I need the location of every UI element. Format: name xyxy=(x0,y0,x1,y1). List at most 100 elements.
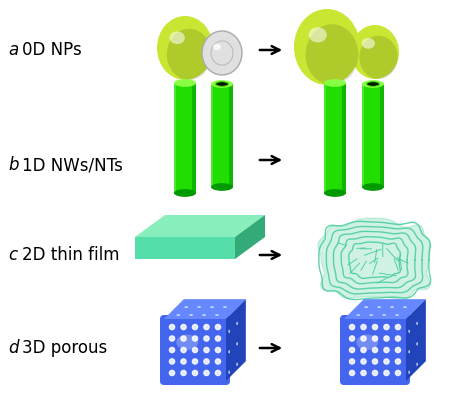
Ellipse shape xyxy=(210,306,214,308)
Circle shape xyxy=(395,359,401,364)
Circle shape xyxy=(384,348,389,353)
Circle shape xyxy=(204,370,209,375)
Polygon shape xyxy=(192,83,196,193)
Ellipse shape xyxy=(369,314,373,316)
Ellipse shape xyxy=(236,342,238,346)
Ellipse shape xyxy=(236,322,238,325)
Ellipse shape xyxy=(362,38,375,49)
Circle shape xyxy=(373,348,378,353)
Circle shape xyxy=(361,370,366,375)
Ellipse shape xyxy=(356,314,360,316)
Circle shape xyxy=(169,348,174,353)
Ellipse shape xyxy=(367,82,379,86)
Ellipse shape xyxy=(176,314,180,316)
Circle shape xyxy=(384,370,389,375)
Polygon shape xyxy=(324,83,326,193)
Text: d: d xyxy=(8,339,18,357)
Polygon shape xyxy=(226,299,246,381)
Circle shape xyxy=(181,359,186,364)
Circle shape xyxy=(373,370,378,375)
Polygon shape xyxy=(211,84,213,187)
Circle shape xyxy=(361,348,366,353)
Ellipse shape xyxy=(215,314,219,316)
Circle shape xyxy=(204,324,209,330)
Ellipse shape xyxy=(184,306,188,308)
Ellipse shape xyxy=(211,183,233,191)
Ellipse shape xyxy=(395,314,399,316)
Bar xyxy=(324,83,346,193)
Circle shape xyxy=(395,370,401,375)
Ellipse shape xyxy=(157,16,213,80)
Text: b: b xyxy=(8,156,18,174)
Polygon shape xyxy=(344,299,426,319)
Ellipse shape xyxy=(359,36,398,79)
Text: 0D NPs: 0D NPs xyxy=(22,41,82,59)
Ellipse shape xyxy=(228,350,230,353)
Ellipse shape xyxy=(408,370,410,374)
Circle shape xyxy=(215,336,220,341)
Polygon shape xyxy=(135,215,265,237)
Circle shape xyxy=(192,336,198,341)
Polygon shape xyxy=(380,84,384,187)
Circle shape xyxy=(215,324,220,330)
Circle shape xyxy=(181,348,186,353)
Ellipse shape xyxy=(377,306,381,308)
Ellipse shape xyxy=(211,80,233,88)
Ellipse shape xyxy=(236,362,238,366)
Circle shape xyxy=(169,359,174,364)
Polygon shape xyxy=(135,237,235,259)
Ellipse shape xyxy=(202,314,206,316)
Circle shape xyxy=(349,370,355,375)
Ellipse shape xyxy=(202,31,242,75)
Ellipse shape xyxy=(197,306,201,308)
Ellipse shape xyxy=(416,362,418,366)
Ellipse shape xyxy=(351,25,399,79)
Ellipse shape xyxy=(408,350,410,353)
Circle shape xyxy=(192,359,198,364)
Ellipse shape xyxy=(174,189,196,197)
Circle shape xyxy=(169,370,174,375)
Polygon shape xyxy=(362,84,365,187)
Circle shape xyxy=(349,348,355,353)
Circle shape xyxy=(349,336,355,341)
Polygon shape xyxy=(235,215,265,259)
Ellipse shape xyxy=(174,79,196,87)
Ellipse shape xyxy=(362,183,384,191)
Circle shape xyxy=(373,359,378,364)
Ellipse shape xyxy=(356,335,378,350)
Circle shape xyxy=(373,336,378,341)
Ellipse shape xyxy=(408,330,410,333)
Polygon shape xyxy=(229,84,233,187)
Ellipse shape xyxy=(324,189,346,197)
Circle shape xyxy=(181,336,186,341)
Circle shape xyxy=(215,370,220,375)
Circle shape xyxy=(204,348,209,353)
FancyBboxPatch shape xyxy=(340,315,410,385)
Ellipse shape xyxy=(213,44,221,50)
Polygon shape xyxy=(164,299,246,319)
Circle shape xyxy=(395,348,401,353)
Polygon shape xyxy=(318,218,431,300)
Bar xyxy=(211,84,233,187)
Ellipse shape xyxy=(309,27,327,43)
Circle shape xyxy=(192,348,198,353)
Circle shape xyxy=(349,359,355,364)
Circle shape xyxy=(395,324,401,330)
Circle shape xyxy=(384,336,389,341)
Ellipse shape xyxy=(189,314,193,316)
Circle shape xyxy=(181,324,186,330)
Ellipse shape xyxy=(170,32,185,44)
Circle shape xyxy=(384,324,389,330)
Circle shape xyxy=(215,359,220,364)
Ellipse shape xyxy=(228,330,230,333)
Circle shape xyxy=(204,336,209,341)
Ellipse shape xyxy=(167,29,211,80)
Bar xyxy=(174,83,196,193)
Text: 1D NWs/NTs: 1D NWs/NTs xyxy=(22,156,123,174)
Circle shape xyxy=(349,324,355,330)
Ellipse shape xyxy=(306,24,358,85)
Ellipse shape xyxy=(294,9,360,85)
Text: c: c xyxy=(8,246,17,264)
Ellipse shape xyxy=(324,79,346,87)
Circle shape xyxy=(384,359,389,364)
